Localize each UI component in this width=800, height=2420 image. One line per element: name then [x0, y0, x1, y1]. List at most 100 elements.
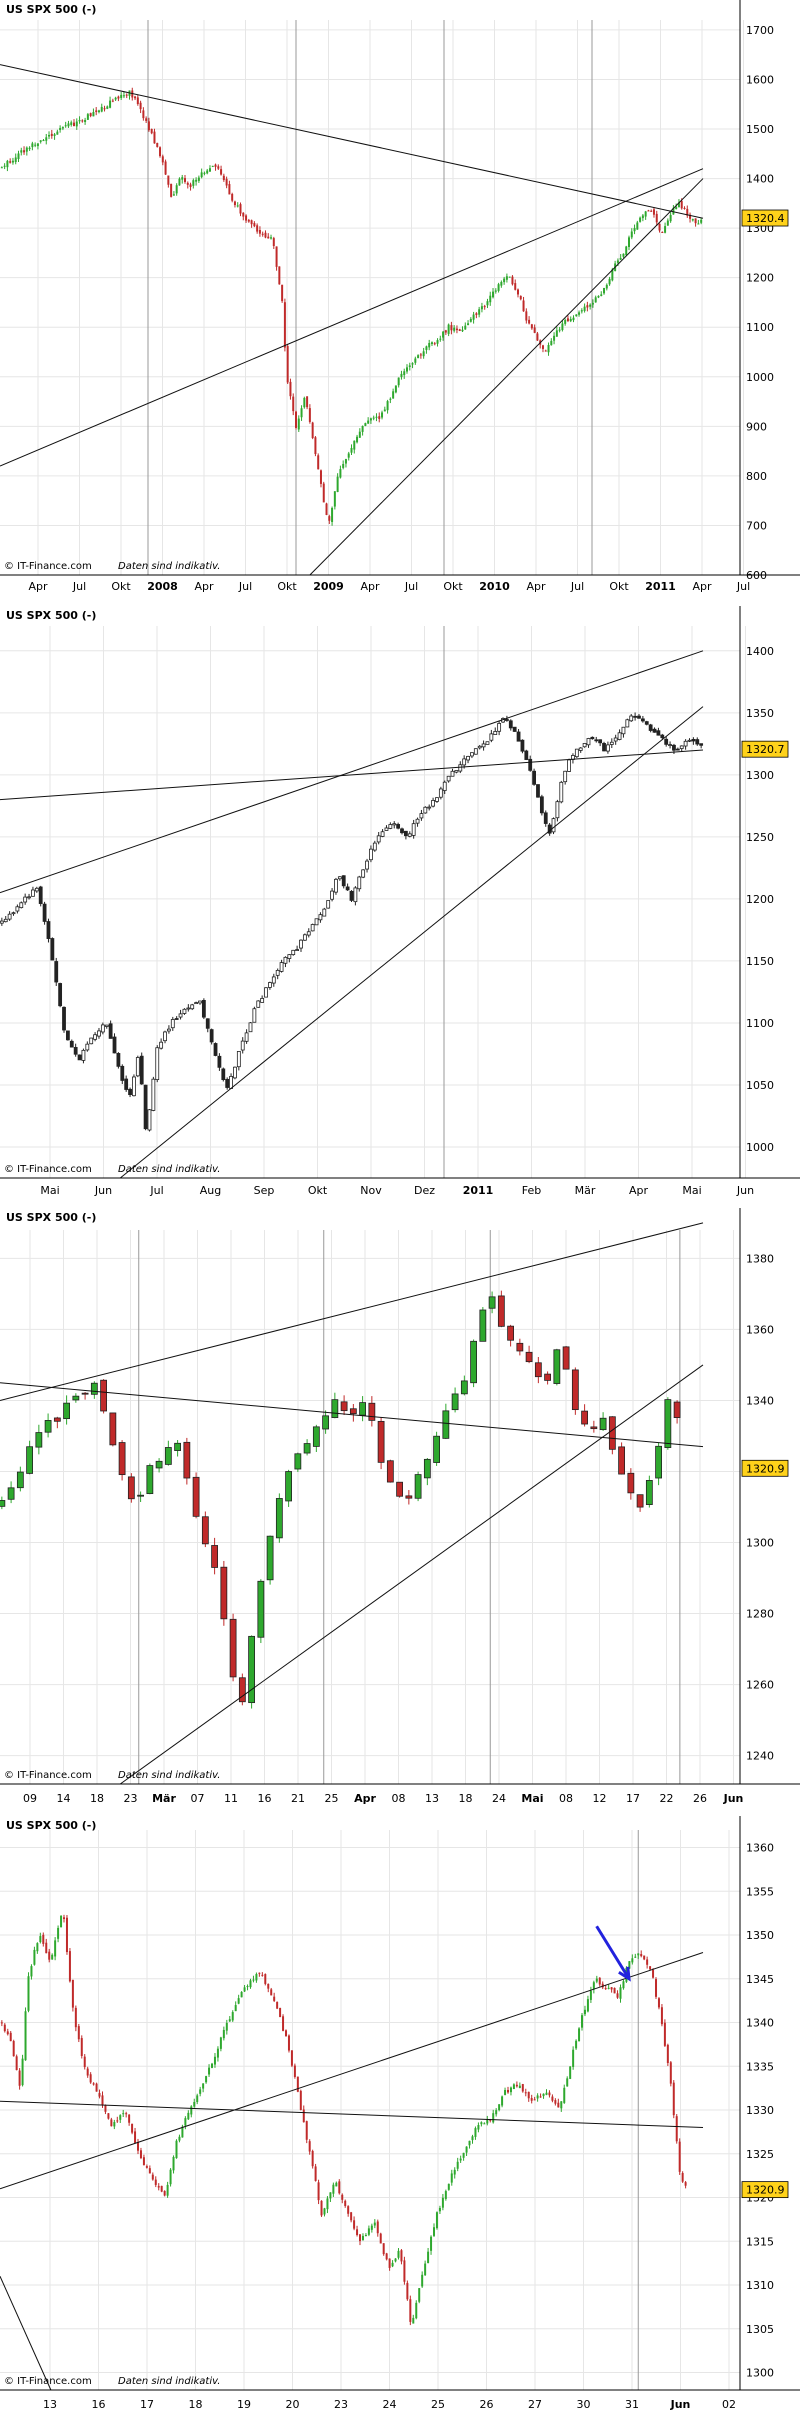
y-tick-label: 1260 [746, 1679, 774, 1692]
candle-down [581, 1410, 588, 1425]
candle-up [0, 1500, 6, 1507]
candle-up [104, 1024, 109, 1027]
candle-down [368, 1402, 376, 1421]
y-tick-label: 1100 [746, 1017, 774, 1030]
candle-down [68, 1951, 71, 1982]
candle-up [137, 1494, 145, 1497]
y-tick-label: 1355 [746, 1885, 774, 1898]
candle-up [406, 367, 408, 372]
candle-up [257, 1580, 265, 1638]
x-tick-label: 20 [286, 2398, 300, 2411]
candle-up [163, 1031, 167, 1042]
candle-up [622, 253, 625, 257]
candle-up [637, 1953, 640, 1956]
candle-up [481, 743, 486, 748]
candle-up [439, 338, 442, 340]
candle-up [423, 806, 428, 814]
candle-down [95, 110, 98, 112]
candle-up [295, 949, 300, 951]
candle-up [42, 140, 45, 142]
candle-up [26, 1446, 34, 1474]
candle-down [15, 2056, 18, 2071]
x-tick-label: 2009 [313, 580, 344, 593]
candle-up [411, 823, 416, 836]
candle-up [70, 122, 73, 125]
candle-down [45, 1942, 48, 1954]
candle-up [453, 2169, 456, 2175]
candle-up [603, 287, 606, 294]
candle-down [118, 1442, 126, 1476]
candle-up [492, 291, 495, 298]
candle-up [231, 2012, 234, 2021]
candle-down [167, 175, 170, 185]
candle-up [497, 723, 502, 732]
x-tick-label: Apr [692, 580, 712, 593]
candle-down [377, 1420, 385, 1463]
candle-up [611, 269, 614, 281]
candle-down [691, 738, 696, 742]
candle-down [128, 1088, 132, 1096]
candle-up [302, 934, 307, 941]
candle-up [389, 398, 392, 400]
candle-down [231, 193, 234, 201]
candle-down [666, 2044, 669, 2063]
candle-up [287, 954, 292, 959]
candle-down [9, 161, 12, 163]
candle-up [493, 731, 498, 735]
candle-up [240, 1040, 245, 1051]
candle-up [489, 295, 492, 303]
candle-up [442, 1410, 450, 1439]
candle-down [209, 1029, 214, 1043]
candle-down [347, 2206, 350, 2214]
candle-up [518, 2085, 521, 2088]
candle-up [322, 1415, 330, 1430]
candle-up [234, 2005, 237, 2012]
candle-up [275, 970, 280, 976]
candle-up [668, 744, 672, 746]
candle-down [530, 324, 533, 329]
candle-up [186, 1007, 191, 1010]
x-tick-label: 22 [660, 1792, 674, 1805]
candle-up [155, 1460, 163, 1469]
candle-up [109, 100, 112, 108]
x-tick-label: 21 [291, 1792, 305, 1805]
candle-down [65, 1030, 70, 1041]
x-tick-label: Mai [682, 1184, 701, 1197]
candle-down [305, 2121, 308, 2140]
x-tick-label: Okt [277, 580, 297, 593]
y-tick-label: 1000 [746, 371, 774, 384]
x-tick-label: 16 [92, 2398, 106, 2411]
candle-up [553, 335, 556, 341]
y-tick-label: 1700 [746, 24, 774, 37]
candle-up [106, 106, 109, 109]
x-tick-label: 24 [492, 1792, 506, 1805]
candle-up [178, 178, 181, 186]
candle-up [322, 908, 327, 917]
candle-down [137, 2141, 140, 2151]
candle-up [333, 491, 336, 507]
y-tick-label: 1360 [746, 1842, 774, 1855]
annotation-arrowhead [618, 1966, 631, 1982]
y-tick-label: 1305 [746, 2323, 774, 2336]
candle-up [697, 223, 700, 225]
y-tick-label: 1330 [746, 2104, 774, 2117]
candle-down [293, 2065, 296, 2077]
x-tick-label: Apr [354, 1792, 376, 1805]
credit-text: © IT-Finance.com [4, 1770, 92, 1781]
y-tick-label: 1500 [746, 123, 774, 136]
x-tick-label: 19 [237, 2398, 251, 2411]
candle-down [109, 1412, 117, 1446]
candle-up [479, 1309, 487, 1342]
x-tick-label: Apr [629, 1184, 649, 1197]
candle-up [421, 2274, 424, 2287]
candle-up [501, 2096, 504, 2106]
candle-down [50, 133, 53, 136]
candle-up [574, 748, 579, 758]
candle-up [31, 143, 34, 148]
candle-up [353, 887, 358, 903]
candle-up [572, 2049, 575, 2067]
trend-line [119, 1364, 704, 1785]
candle-down [409, 2299, 412, 2322]
candle-down [532, 770, 536, 785]
candle-down [89, 113, 92, 116]
